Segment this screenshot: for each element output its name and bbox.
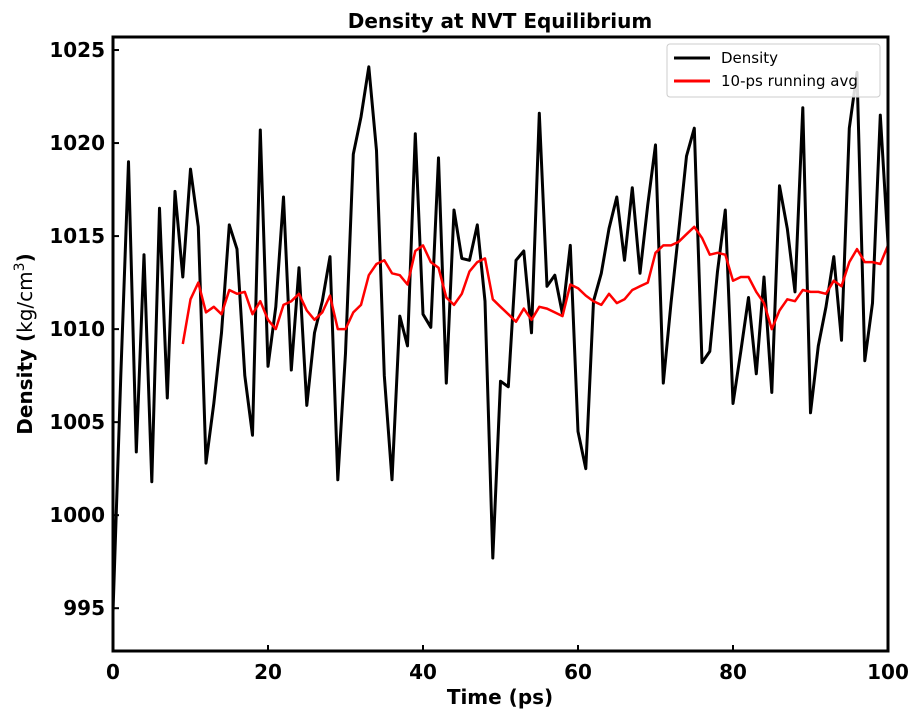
plot-area: 0 20 40 60 80 100 995 1000 1005 1010 1015 1020 1025 xyxy=(49,35,909,684)
legend-label-running-avg: 10-ps running avg xyxy=(721,72,858,90)
series-line-density xyxy=(111,65,890,612)
x-axis-ticks: 0 20 40 60 80 100 xyxy=(106,645,909,684)
y-tick-label: 1020 xyxy=(49,131,105,155)
chart-title: Density at NVT Equilibrium xyxy=(348,9,652,33)
legend-label-density: Density xyxy=(721,49,778,67)
y-axis-ticks: 995 1000 1005 1010 1015 1020 1025 xyxy=(49,38,119,620)
y-tick-label: 1010 xyxy=(49,317,105,341)
plot-frame xyxy=(111,35,890,653)
y-tick-label: 1025 xyxy=(49,38,105,62)
series-layer xyxy=(111,65,890,612)
y-axis-label-unit: kg/cm xyxy=(13,271,37,333)
x-tick-label: 40 xyxy=(409,660,437,684)
y-axis-label-sup: 3 xyxy=(12,262,28,271)
y-tick-label: 1015 xyxy=(49,224,105,248)
x-tick-label: 60 xyxy=(564,660,592,684)
x-axis-label: Time (ps) xyxy=(447,685,553,709)
y-tick-label: 1005 xyxy=(49,410,105,434)
y-axis-label: Density (kg/cm3) xyxy=(12,253,37,434)
y-tick-label: 1000 xyxy=(49,503,105,527)
x-tick-label: 100 xyxy=(867,660,909,684)
x-tick-label: 0 xyxy=(106,660,120,684)
series-line-running-avg xyxy=(181,225,890,345)
y-axis-label-prefix: Density ( xyxy=(13,333,37,435)
y-axis-label-suffix: ) xyxy=(13,253,37,262)
x-tick-label: 20 xyxy=(254,660,282,684)
legend: Density 10-ps running avg xyxy=(666,43,881,98)
legend-box xyxy=(666,43,881,98)
y-tick-label: 995 xyxy=(63,596,105,620)
x-tick-label: 80 xyxy=(719,660,747,684)
